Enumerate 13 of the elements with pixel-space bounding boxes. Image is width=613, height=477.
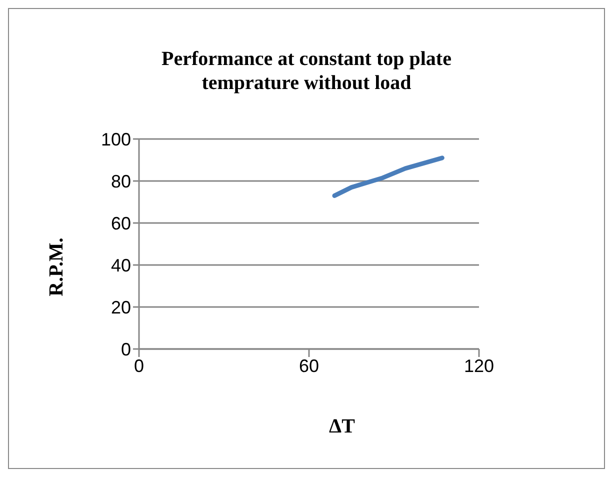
y-tick-label: 80 xyxy=(110,171,131,192)
x-axis-title: ΔT xyxy=(329,416,355,438)
y-tick-label: 20 xyxy=(110,297,131,318)
chart-title: Performance at constant top plate temprature without load xyxy=(160,47,452,95)
y-tick-label: 0 xyxy=(120,339,131,360)
x-tick-label: 120 xyxy=(464,356,494,376)
y-tick-label: 100 xyxy=(100,129,131,150)
x-tick-label: 60 xyxy=(298,356,320,376)
y-axis-title: R.P.M. xyxy=(46,238,68,296)
y-tick-label: 60 xyxy=(110,213,131,234)
line-series xyxy=(332,156,444,198)
y-tick-label: 40 xyxy=(110,255,131,276)
x-tick-label: 0 xyxy=(134,356,144,376)
